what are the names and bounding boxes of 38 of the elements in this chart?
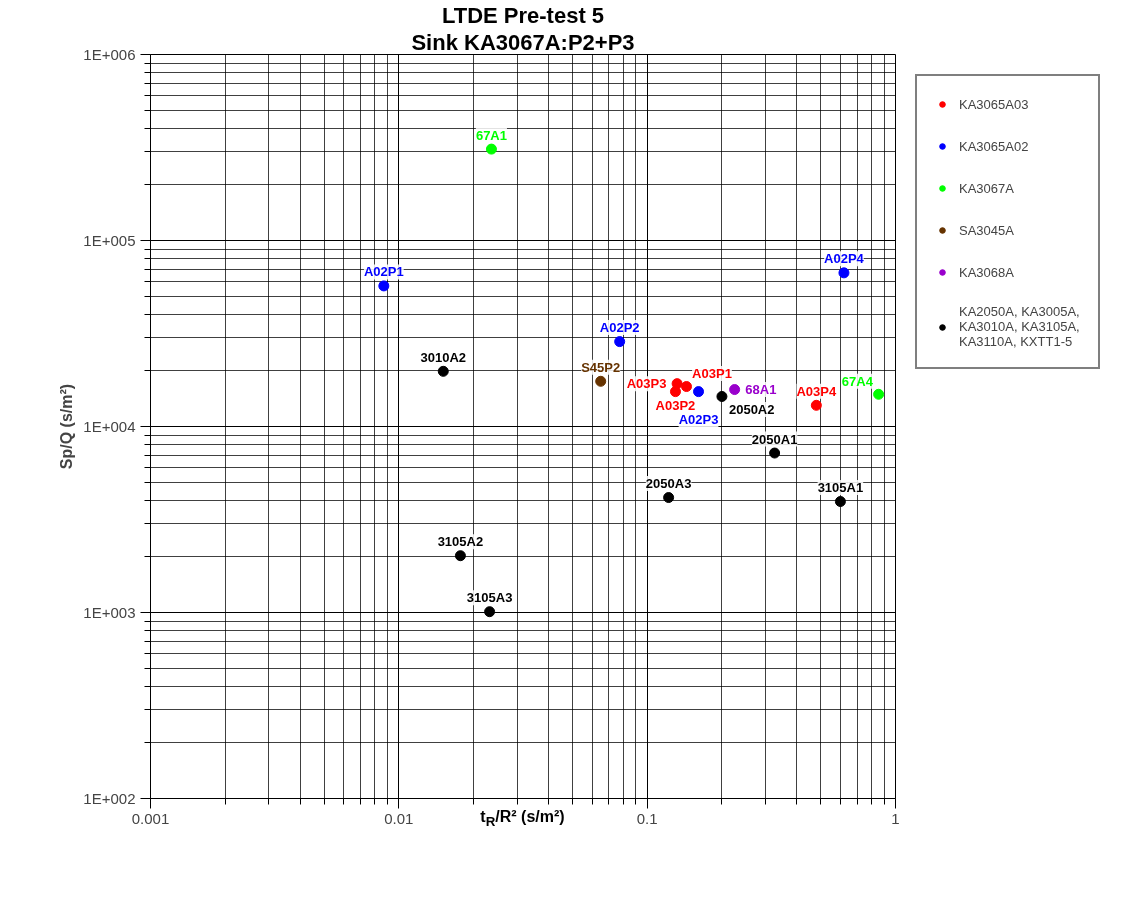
annotation: A03P1 bbox=[692, 366, 732, 382]
x-tick-label: 1 bbox=[891, 809, 900, 827]
annotation: 67A4 bbox=[841, 373, 874, 389]
annotation: A03P3 bbox=[626, 376, 667, 392]
legend-label: KA3065A03 bbox=[959, 96, 1029, 112]
x-tick-label: 0.001 bbox=[131, 809, 170, 827]
annotation: 2050A3 bbox=[645, 476, 692, 492]
chart-title: LTDE Pre-test 5 bbox=[441, 2, 605, 28]
annotation: 3105A3 bbox=[466, 590, 513, 606]
annotation: 3010A2 bbox=[420, 349, 467, 365]
x-tick-label: 0.01 bbox=[384, 809, 414, 827]
y-axis-title: Sp/Q (s/m²) bbox=[58, 383, 76, 470]
annotation: 2050A2 bbox=[728, 401, 775, 417]
legend-label: KA3067A bbox=[959, 180, 1014, 196]
legend-label: SA3045A bbox=[959, 222, 1014, 238]
annotation: 3105A1 bbox=[817, 480, 864, 496]
y-tick-label: 1E+006 bbox=[83, 46, 136, 63]
legend-label: KA2050A, KA3005A, KA3010A, KA3105A, KA3110A, KXTT1-5 bbox=[959, 304, 1080, 349]
annotation: A02P1 bbox=[363, 264, 404, 280]
y-tick-label: 1E+005 bbox=[83, 232, 136, 249]
annotation: A02P2 bbox=[599, 320, 640, 336]
annotation: 3105A2 bbox=[437, 534, 484, 550]
annotation: S45P2 bbox=[581, 359, 621, 375]
legend-label: KA3068A bbox=[959, 264, 1014, 280]
y-tick-label: 1E+004 bbox=[83, 418, 136, 435]
annotation: 68A1 bbox=[745, 382, 777, 398]
annotation: A03P4 bbox=[796, 383, 837, 399]
annotation: A03P2 bbox=[655, 398, 696, 414]
x-axis-title: t$_{R}$/R² (s/m²) bbox=[480, 807, 565, 832]
legend-label: KA3065A02 bbox=[959, 138, 1029, 154]
x-tick-label: 0.1 bbox=[636, 809, 658, 827]
annotation: 2050A1 bbox=[751, 431, 798, 447]
annotation: A02P4 bbox=[824, 251, 865, 267]
annotation: A02P3 bbox=[678, 412, 719, 428]
annotation: 67A1 bbox=[475, 127, 507, 143]
y-tick-label: 1E+002 bbox=[83, 790, 136, 807]
chart-subtitle: Sink KA3067A:P2+P3 bbox=[411, 29, 635, 55]
y-tick-label: 1E+003 bbox=[83, 604, 136, 621]
